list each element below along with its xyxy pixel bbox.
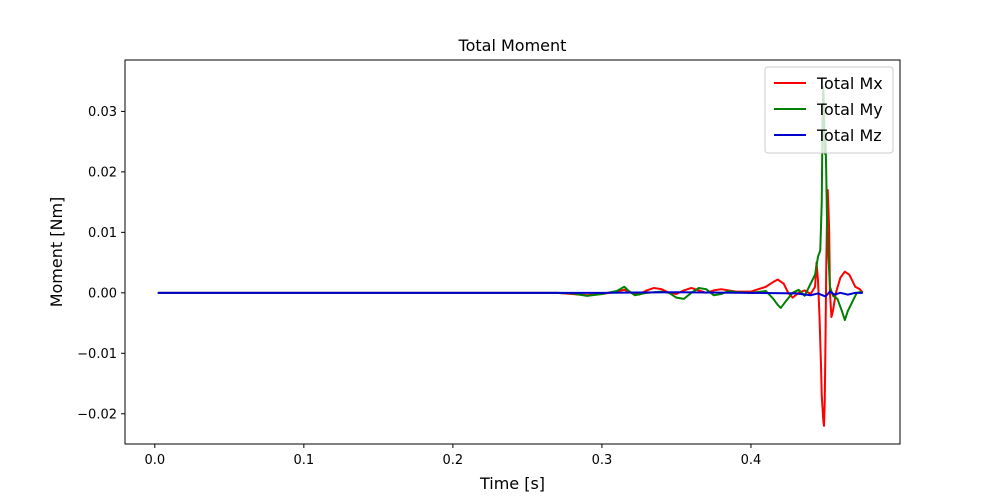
y-tick-label: 0.03: [88, 105, 117, 120]
x-axis-label: Time [s]: [479, 474, 545, 493]
legend-box: [764, 66, 894, 154]
chart-title: Total Moment: [458, 36, 567, 55]
series-line-total-my: [157, 86, 863, 322]
y-axis-ticks: −0.02 −0.01 0.00 0.01 0.02 0.03: [77, 105, 125, 422]
y-tick-label: 0.02: [88, 165, 117, 180]
plot-area-frame: [124, 59, 901, 445]
legend-label: Total Mz: [816, 126, 882, 145]
legend: Total Mx Total My Total Mz: [764, 66, 894, 154]
y-tick-label: −0.02: [77, 407, 117, 422]
y-tick-label: −0.01: [77, 347, 117, 362]
y-tick-label: 0.01: [88, 226, 117, 241]
series-line-total-mz: [157, 290, 863, 298]
x-tick-label: 0.0: [144, 453, 165, 468]
x-axis-ticks: 0.0 0.1 0.2 0.3 0.4: [144, 444, 761, 468]
x-tick-label: 0.1: [294, 453, 315, 468]
y-tick-label: 0.00: [88, 286, 117, 301]
x-tick-label: 0.3: [592, 453, 613, 468]
y-axis-label: Moment [Nm]: [47, 197, 66, 308]
x-tick-label: 0.2: [443, 453, 464, 468]
plot-lines: [157, 86, 864, 427]
x-tick-label: 0.4: [741, 453, 762, 468]
legend-label: Total Mx: [816, 74, 883, 93]
legend-label: Total My: [816, 100, 883, 119]
